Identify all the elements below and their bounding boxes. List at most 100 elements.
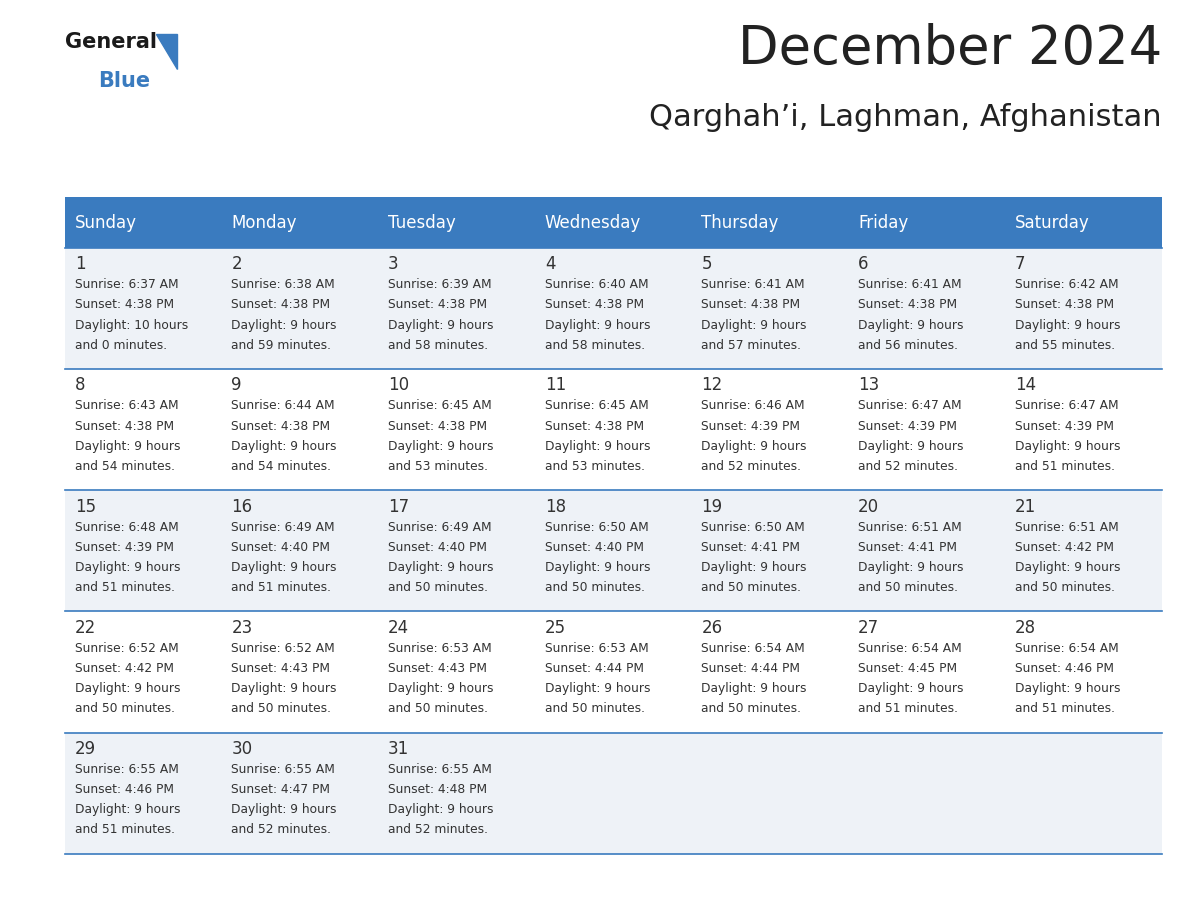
Text: Sunrise: 6:55 AM: Sunrise: 6:55 AM	[388, 763, 492, 776]
Text: Sunrise: 6:47 AM: Sunrise: 6:47 AM	[858, 399, 962, 412]
Text: Daylight: 9 hours: Daylight: 9 hours	[701, 319, 807, 331]
Text: Daylight: 9 hours: Daylight: 9 hours	[545, 440, 650, 453]
Text: Daylight: 9 hours: Daylight: 9 hours	[858, 561, 963, 574]
Text: General: General	[65, 32, 157, 52]
Text: and 52 minutes.: and 52 minutes.	[858, 460, 958, 473]
Text: and 55 minutes.: and 55 minutes.	[1015, 339, 1114, 352]
Text: and 59 minutes.: and 59 minutes.	[232, 339, 331, 352]
Text: 31: 31	[388, 740, 410, 758]
Text: Sunrise: 6:51 AM: Sunrise: 6:51 AM	[1015, 521, 1118, 533]
Text: Sunset: 4:39 PM: Sunset: 4:39 PM	[1015, 420, 1113, 432]
Text: Sunrise: 6:54 AM: Sunrise: 6:54 AM	[701, 642, 805, 655]
Text: Daylight: 9 hours: Daylight: 9 hours	[388, 682, 494, 695]
Text: Daylight: 9 hours: Daylight: 9 hours	[545, 682, 650, 695]
Text: and 50 minutes.: and 50 minutes.	[388, 702, 488, 715]
Text: and 54 minutes.: and 54 minutes.	[232, 460, 331, 473]
Text: Sunrise: 6:43 AM: Sunrise: 6:43 AM	[75, 399, 178, 412]
Text: and 51 minutes.: and 51 minutes.	[75, 823, 175, 836]
Text: Sunrise: 6:50 AM: Sunrise: 6:50 AM	[701, 521, 805, 533]
Text: Sunrise: 6:42 AM: Sunrise: 6:42 AM	[1015, 278, 1118, 291]
Text: 10: 10	[388, 376, 409, 395]
Bar	[379, 197, 536, 248]
Text: Sunrise: 6:37 AM: Sunrise: 6:37 AM	[75, 278, 178, 291]
Text: Daylight: 9 hours: Daylight: 9 hours	[1015, 561, 1120, 574]
Text: December 2024: December 2024	[738, 23, 1162, 75]
Text: Daylight: 9 hours: Daylight: 9 hours	[1015, 319, 1120, 331]
Text: Daylight: 9 hours: Daylight: 9 hours	[1015, 682, 1120, 695]
Polygon shape	[156, 34, 177, 69]
Text: and 0 minutes.: and 0 minutes.	[75, 339, 168, 352]
Text: and 52 minutes.: and 52 minutes.	[232, 823, 331, 836]
Text: Sunset: 4:39 PM: Sunset: 4:39 PM	[75, 541, 173, 554]
Text: Daylight: 9 hours: Daylight: 9 hours	[388, 440, 494, 453]
Text: Sunset: 4:38 PM: Sunset: 4:38 PM	[232, 420, 330, 432]
Text: 7: 7	[1015, 255, 1025, 274]
Text: Sunset: 4:38 PM: Sunset: 4:38 PM	[75, 420, 173, 432]
Text: Sunset: 4:41 PM: Sunset: 4:41 PM	[701, 541, 801, 554]
Text: 16: 16	[232, 498, 253, 516]
Bar	[222, 197, 379, 248]
Text: Daylight: 9 hours: Daylight: 9 hours	[858, 440, 963, 453]
Bar	[65, 611, 1162, 733]
Bar	[536, 197, 691, 248]
Text: 4: 4	[545, 255, 555, 274]
Text: Thursday: Thursday	[701, 214, 779, 231]
Text: Sunrise: 6:38 AM: Sunrise: 6:38 AM	[232, 278, 335, 291]
Text: 2: 2	[232, 255, 242, 274]
Text: Sunrise: 6:53 AM: Sunrise: 6:53 AM	[388, 642, 492, 655]
Text: Sunrise: 6:41 AM: Sunrise: 6:41 AM	[701, 278, 805, 291]
Text: Sunset: 4:46 PM: Sunset: 4:46 PM	[75, 783, 173, 796]
Text: Sunset: 4:42 PM: Sunset: 4:42 PM	[1015, 541, 1113, 554]
Text: Sunday: Sunday	[75, 214, 137, 231]
Text: Sunrise: 6:52 AM: Sunrise: 6:52 AM	[232, 642, 335, 655]
Text: Daylight: 9 hours: Daylight: 9 hours	[75, 561, 181, 574]
Text: Daylight: 10 hours: Daylight: 10 hours	[75, 319, 188, 331]
Text: Sunset: 4:45 PM: Sunset: 4:45 PM	[858, 662, 958, 675]
Text: and 53 minutes.: and 53 minutes.	[545, 460, 645, 473]
Text: and 52 minutes.: and 52 minutes.	[388, 823, 488, 836]
Bar	[65, 369, 1162, 490]
Text: Sunset: 4:48 PM: Sunset: 4:48 PM	[388, 783, 487, 796]
Text: 17: 17	[388, 498, 409, 516]
Bar	[1005, 197, 1162, 248]
Text: Sunrise: 6:45 AM: Sunrise: 6:45 AM	[388, 399, 492, 412]
Text: Daylight: 9 hours: Daylight: 9 hours	[858, 682, 963, 695]
Text: Daylight: 9 hours: Daylight: 9 hours	[545, 319, 650, 331]
Text: Daylight: 9 hours: Daylight: 9 hours	[388, 319, 494, 331]
Text: Daylight: 9 hours: Daylight: 9 hours	[858, 319, 963, 331]
Text: Sunrise: 6:39 AM: Sunrise: 6:39 AM	[388, 278, 492, 291]
Text: Sunrise: 6:55 AM: Sunrise: 6:55 AM	[75, 763, 178, 776]
Text: Daylight: 9 hours: Daylight: 9 hours	[75, 440, 181, 453]
Text: 13: 13	[858, 376, 879, 395]
Text: Daylight: 9 hours: Daylight: 9 hours	[388, 561, 494, 574]
Text: Daylight: 9 hours: Daylight: 9 hours	[388, 803, 494, 816]
Text: Daylight: 9 hours: Daylight: 9 hours	[1015, 440, 1120, 453]
Text: Sunset: 4:44 PM: Sunset: 4:44 PM	[701, 662, 801, 675]
Text: 28: 28	[1015, 619, 1036, 637]
Bar	[65, 197, 222, 248]
Text: Sunset: 4:40 PM: Sunset: 4:40 PM	[388, 541, 487, 554]
Text: Sunset: 4:46 PM: Sunset: 4:46 PM	[1015, 662, 1113, 675]
Text: 1: 1	[75, 255, 86, 274]
Text: 22: 22	[75, 619, 96, 637]
Text: and 50 minutes.: and 50 minutes.	[545, 702, 645, 715]
Text: and 50 minutes.: and 50 minutes.	[388, 581, 488, 594]
Text: Sunrise: 6:46 AM: Sunrise: 6:46 AM	[701, 399, 805, 412]
Text: Daylight: 9 hours: Daylight: 9 hours	[232, 561, 337, 574]
Text: Blue: Blue	[99, 71, 151, 91]
Text: 27: 27	[858, 619, 879, 637]
Text: Daylight: 9 hours: Daylight: 9 hours	[701, 682, 807, 695]
Text: and 52 minutes.: and 52 minutes.	[701, 460, 802, 473]
Text: Sunset: 4:42 PM: Sunset: 4:42 PM	[75, 662, 173, 675]
Bar	[691, 197, 848, 248]
Text: 21: 21	[1015, 498, 1036, 516]
Text: Sunset: 4:47 PM: Sunset: 4:47 PM	[232, 783, 330, 796]
Text: Monday: Monday	[232, 214, 297, 231]
Text: Sunrise: 6:55 AM: Sunrise: 6:55 AM	[232, 763, 335, 776]
Text: and 51 minutes.: and 51 minutes.	[75, 581, 175, 594]
Text: Sunset: 4:38 PM: Sunset: 4:38 PM	[545, 298, 644, 311]
Text: and 50 minutes.: and 50 minutes.	[858, 581, 958, 594]
Text: and 57 minutes.: and 57 minutes.	[701, 339, 802, 352]
Text: 20: 20	[858, 498, 879, 516]
Text: 24: 24	[388, 619, 409, 637]
